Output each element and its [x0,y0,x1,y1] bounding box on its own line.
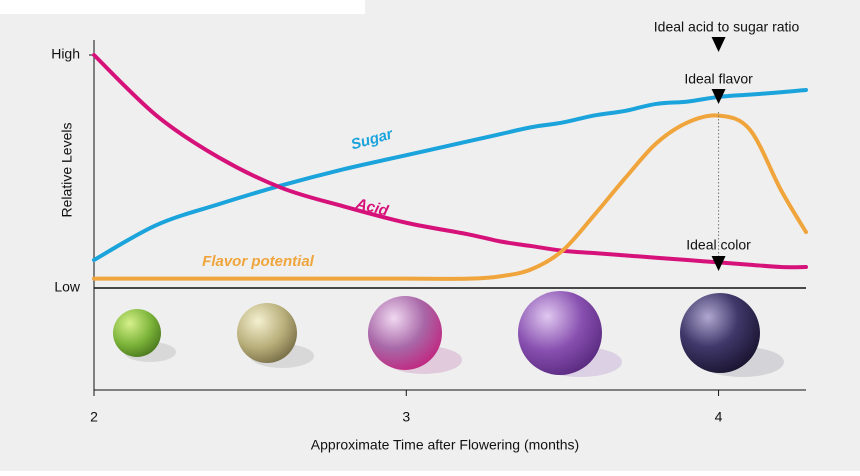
series-label: Flavor potential [202,253,315,270]
annotation: Ideal acid to sugar ratio [654,19,800,35]
y-tick-label: High [51,46,80,62]
chart: Approximate Time after Flowering (months… [0,0,860,471]
x-tick-label: 3 [402,409,410,425]
header-strip [0,0,365,14]
x-tick-label: 2 [90,409,98,425]
y-axis-title: Relative Levels [59,123,75,218]
y-tick-label: Low [54,279,81,295]
annotation: Ideal flavor [684,71,753,87]
annotation: Ideal color [686,237,751,253]
x-tick-label: 4 [715,409,723,425]
x-axis-title: Approximate Time after Flowering (months… [311,437,579,453]
